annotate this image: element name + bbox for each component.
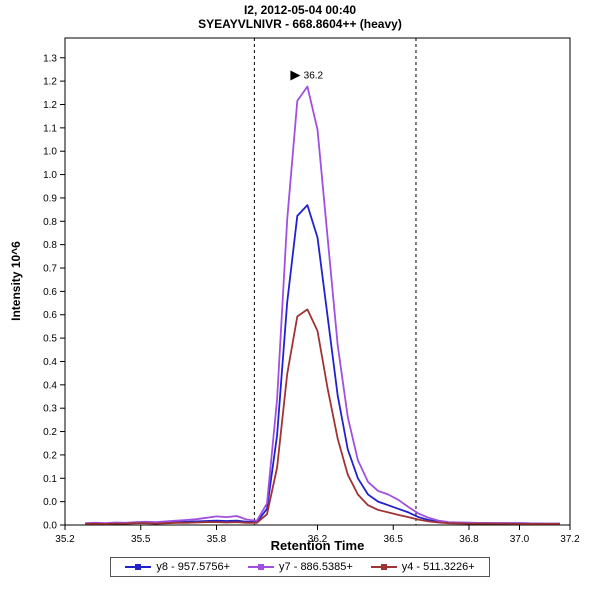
legend-item-y7: y7 - 886.5385+: [248, 561, 353, 573]
x-tick-label: 36.2: [308, 534, 328, 545]
x-tick-label: 35.2: [55, 534, 75, 545]
chromatogram-trace-1: [85, 85, 560, 525]
y-tick-label: 0.0: [43, 521, 57, 532]
chart-titles: I2, 2012-05-04 00:40 SYEAYVLNIVR - 668.8…: [0, 3, 600, 31]
legend-item-y4: y4 - 511.3226+: [370, 561, 475, 573]
x-axis-title: Retention Time: [270, 538, 365, 553]
y-tick-label: 0.3: [43, 404, 57, 415]
chromatogram-plot-area[interactable]: 0.0 0.0 0.1 0.2 0.2 0.3 0.4 0.4 0.5 0.6 0.6 0.7 0.8 0…: [0, 0, 600, 556]
y-tick-label: 0.2: [43, 450, 57, 461]
y-tick-label: 1.0: [43, 147, 57, 158]
legend-label-y4: y4 - 511.3226+: [401, 561, 475, 573]
legend-line-swatch: [125, 564, 152, 570]
x-tick-label: 35.8: [207, 534, 227, 545]
y-tick-label: 0.9: [43, 193, 57, 204]
legend-line-swatch: [370, 564, 397, 570]
y-tick-label: 1.2: [43, 100, 57, 111]
y-axis-title: Intensity 10^6: [9, 241, 23, 321]
peak-pointer-icon: [290, 70, 301, 81]
legend-row: y8 - 957.5756+ y7 - 886.5385+ y4 - 511.3…: [0, 557, 600, 577]
y-tick-label: 0.1: [43, 474, 57, 485]
x-tick-label: 36.5: [384, 534, 404, 545]
y-tick-label: 0.0: [43, 497, 57, 508]
legend: y8 - 957.5756+ y7 - 886.5385+ y4 - 511.3…: [110, 557, 490, 577]
replicate-title: I2, 2012-05-04 00:40: [243, 3, 357, 17]
x-tick-label: 35.5: [131, 534, 151, 545]
y-tick-label: 1.0: [43, 170, 57, 181]
peak-rt-annotation[interactable]: 36.2: [304, 71, 324, 82]
legend-item-y8: y8 - 957.5756+: [125, 561, 230, 573]
y-tick-label: 1.3: [43, 53, 57, 64]
y-tick-label: 0.7: [43, 264, 57, 275]
y-tick-label: 0.6: [43, 287, 57, 298]
legend-label-y7: y7 - 886.5385+: [279, 561, 353, 573]
y-tick-label: 1.1: [43, 123, 57, 134]
y-tick-label: 0.8: [43, 240, 57, 251]
y-tick-label: 0.8: [43, 217, 57, 228]
y-tick-label: 1.2: [43, 77, 57, 88]
y-tick-label: 0.2: [43, 427, 57, 438]
y-tick-label: 0.4: [43, 380, 57, 391]
y-tick-label: 0.5: [43, 334, 57, 345]
y-tick-label: 0.6: [43, 310, 57, 321]
y-tick-label: 0.4: [43, 357, 57, 368]
chromatogram-trace-2: [85, 308, 560, 525]
x-tick-label: 37.2: [560, 534, 580, 545]
x-tick-label: 36.8: [459, 534, 479, 545]
peptide-title: SYEAYVLNIVR - 668.8604++ (heavy): [198, 17, 402, 31]
plot-border: [64, 37, 571, 526]
legend-label-y8: y8 - 957.5756+: [156, 561, 231, 573]
legend-line-swatch: [248, 564, 275, 570]
x-tick-label: 37.0: [510, 534, 530, 545]
